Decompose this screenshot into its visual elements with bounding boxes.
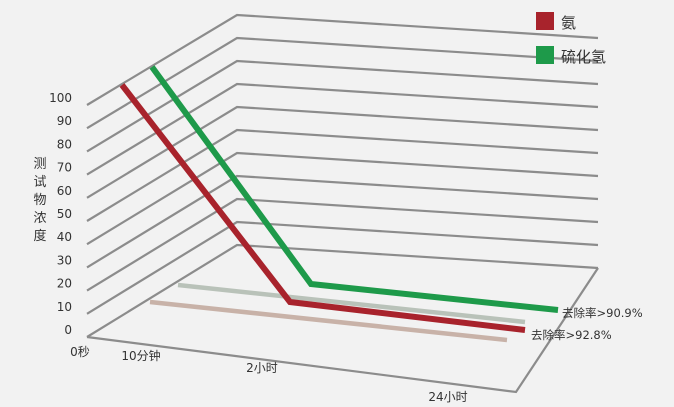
grid	[86, 13, 599, 338]
y-tick-label: 10	[57, 300, 72, 314]
grid-line	[86, 82, 599, 176]
y-tick-label: 90	[57, 114, 72, 128]
series	[119, 65, 559, 333]
floor-shadow-1	[177, 282, 526, 325]
y-tick-label: 100	[49, 91, 72, 105]
annotation-label: 去除率>90.9%	[562, 306, 643, 320]
y-axis: 0 10 20 30 40 50 60 70 80 90 100	[49, 91, 72, 337]
y-tick-label: 0	[64, 323, 72, 337]
grid-line	[86, 59, 599, 153]
y-tick-label: 40	[57, 230, 72, 244]
x-tick-label: 10分钟	[121, 348, 160, 363]
legend-label-ammonia: 氨	[561, 14, 576, 32]
y-tick-label: 50	[57, 207, 72, 221]
y-tick-label: 70	[57, 161, 72, 175]
x-tick-label: 2小时	[246, 361, 278, 375]
legend: 氨 硫化氢	[536, 12, 606, 66]
y-tick-label: 80	[57, 137, 72, 151]
legend-label-hydrogen-sulfide: 硫化氢	[561, 48, 606, 66]
legend-swatch-ammonia	[536, 12, 554, 30]
grid-line	[86, 13, 599, 106]
y-axis-label: 测试物浓度	[33, 157, 46, 244]
legend-swatch-hydrogen-sulfide	[536, 46, 554, 64]
floor	[86, 267, 599, 394]
floor-edge	[86, 267, 599, 394]
grid-line	[86, 220, 599, 315]
grid-line	[86, 128, 599, 222]
annotations: 去除率>90.9% 去除率>92.8%	[531, 306, 643, 342]
grid-line	[86, 36, 599, 130]
floor-shadow-0	[149, 299, 508, 343]
grid-line	[86, 243, 599, 338]
grid-line	[86, 174, 599, 269]
x-tick-label: 24小时	[428, 390, 467, 404]
annotation-label: 去除率>92.8%	[531, 328, 612, 342]
grid-line	[86, 197, 599, 292]
grid-line	[86, 151, 599, 246]
y-tick-label: 20	[57, 277, 72, 291]
grid-line	[86, 105, 599, 199]
series-line-1	[149, 65, 559, 313]
y-tick-label: 60	[57, 184, 72, 198]
series-line-0	[119, 83, 526, 333]
x-tick-label: 0秒	[70, 345, 90, 359]
x-axis: 0秒 10分钟 2小时 24小时	[70, 345, 467, 404]
y-tick-label: 30	[57, 253, 72, 267]
